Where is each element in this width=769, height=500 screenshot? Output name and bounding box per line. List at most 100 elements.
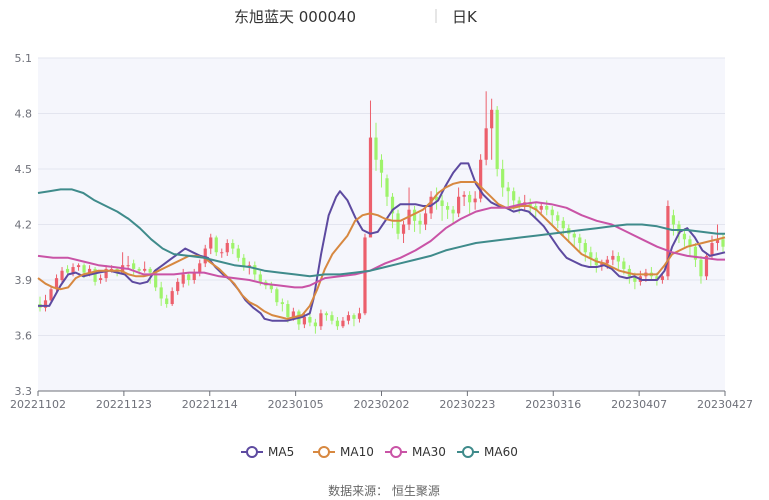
candle-up (357, 307, 362, 323)
legend-label: MA30 (412, 445, 446, 459)
candle-body (335, 320, 340, 327)
candle-body (302, 317, 306, 325)
candle-down (275, 287, 279, 306)
candle-up (341, 317, 345, 329)
candle-body (71, 267, 75, 273)
candle-down (385, 174, 389, 206)
legend[interactable]: MA5 MA10 MA30 MA60 (241, 445, 518, 459)
candle-down (187, 272, 191, 286)
chart-period: 日K (452, 8, 478, 26)
chart-title: 东旭蓝天 000040 (234, 8, 356, 26)
legend-marker (462, 446, 474, 458)
candle-body (633, 276, 637, 282)
candle-body (159, 287, 163, 299)
candle-up (462, 191, 466, 206)
candle-body (49, 289, 53, 301)
candle-down (671, 209, 676, 236)
candle-down (132, 259, 136, 275)
y-tick-label: 4.5 (15, 163, 33, 176)
candle-body (539, 206, 543, 210)
candle-body (170, 291, 174, 305)
candle-down (495, 106, 499, 177)
candle-body (308, 317, 312, 323)
candle-body (82, 265, 86, 273)
legend-item-ma60[interactable]: MA60 (457, 445, 518, 459)
candle-body (132, 263, 136, 269)
candle-down (214, 235, 218, 256)
y-tick-label: 3.9 (15, 274, 33, 287)
candle-body (501, 169, 505, 188)
candle-up (220, 248, 224, 258)
candle-body (490, 109, 494, 129)
candle-body (616, 255, 620, 262)
legend-item-ma30[interactable]: MA30 (385, 445, 446, 459)
candle-body (357, 313, 362, 319)
candle-body (721, 239, 725, 247)
candle-body (385, 178, 389, 197)
candle-body (154, 272, 158, 288)
candle-body (209, 237, 213, 249)
legend-label: MA60 (484, 445, 518, 459)
candle-body (655, 276, 659, 280)
candle-body (352, 315, 356, 319)
candle-body (291, 311, 295, 317)
legend-marker (318, 446, 330, 458)
ma60-line (37, 188, 725, 278)
candle-up (181, 268, 185, 288)
candle-body (578, 237, 582, 243)
candle-body (231, 243, 235, 249)
candle-body (600, 263, 604, 266)
candle-body (341, 320, 345, 327)
candle-down (324, 311, 329, 321)
candle-body (396, 213, 400, 234)
candle-body (605, 259, 609, 264)
candle-body (484, 128, 488, 160)
candle-up (484, 91, 488, 166)
candle-body (286, 304, 290, 317)
candle-up (126, 255, 130, 269)
x-tick-label: 20230427 (697, 398, 753, 411)
candle-body (313, 322, 318, 327)
candle-up (473, 191, 477, 210)
candle-up (423, 207, 428, 231)
candle-body (379, 159, 384, 173)
candle-body (76, 265, 81, 268)
y-tick-label: 3.3 (15, 385, 33, 398)
candle-down (412, 206, 417, 232)
candle-down (556, 211, 560, 229)
candle-body (187, 274, 191, 280)
candle-body (660, 276, 665, 280)
candle-body (412, 209, 417, 221)
candle-body (242, 257, 246, 268)
candle-up (715, 224, 720, 251)
candle-body (280, 302, 284, 305)
candle-body (374, 137, 378, 160)
candle-body (54, 278, 59, 290)
candle-body (324, 313, 329, 316)
candle-body (528, 202, 532, 206)
candle-down (313, 318, 318, 334)
candle-body (423, 213, 428, 225)
candle-down (501, 159, 505, 197)
candle-up (401, 220, 406, 243)
x-tick-label: 20221102 (10, 398, 66, 411)
candle-body (214, 237, 218, 253)
candle-body (434, 196, 439, 201)
candle-up (368, 100, 373, 238)
candle-down (445, 202, 450, 219)
candle-down (242, 254, 246, 271)
legend-item-ma10[interactable]: MA10 (313, 445, 374, 459)
candle-body (622, 261, 626, 269)
candle-body (688, 239, 692, 247)
candle-down (721, 233, 725, 253)
candle-body (43, 300, 48, 308)
candle-body (715, 239, 720, 243)
candle-up (203, 244, 207, 268)
x-tick-label: 20230223 (439, 398, 495, 411)
candle-up (363, 233, 367, 316)
legend-item-ma5[interactable]: MA5 (241, 445, 294, 459)
candle-body (225, 243, 229, 253)
x-axis: 20221102 20221123 20221214 20230105 20230202… (10, 390, 753, 411)
candle-down (578, 233, 582, 253)
candle-down (396, 209, 400, 240)
